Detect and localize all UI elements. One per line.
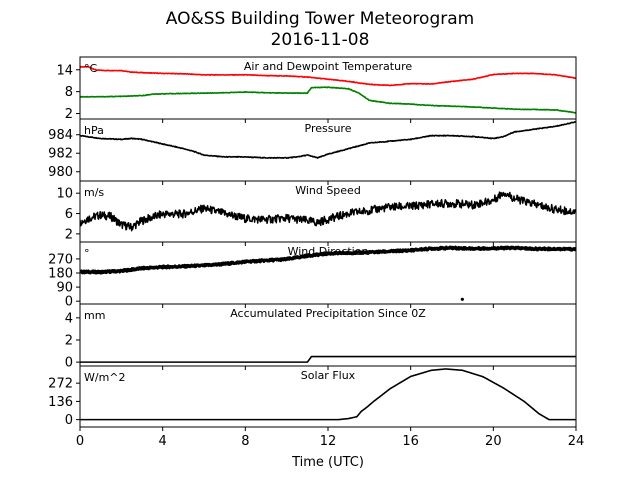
panel-6: 0 136 272 Solar Flux W/m^2: [48, 365, 577, 431]
y-tick-label: 136: [48, 395, 73, 410]
x-tick-label: 4: [159, 434, 167, 449]
y-tick-label: 90: [56, 281, 73, 296]
x-tick-label: 20: [485, 434, 502, 449]
panel-title: Solar Flux: [301, 369, 356, 382]
panel-unit-label: hPa: [84, 124, 104, 137]
x-tick-label: 24: [568, 434, 585, 449]
x-tick-label: 12: [320, 434, 337, 449]
panel-5: 0 2 4 Accumulated Precipitation Since 0Z mm: [65, 303, 577, 371]
panel-title: Wind Direction: [288, 245, 369, 258]
y-tick-label: 4: [65, 311, 73, 326]
figure-date: 2016-11-08: [271, 30, 370, 50]
series-line-6-1: [80, 368, 576, 421]
y-tick-label: 272: [48, 377, 73, 392]
y-tick-label: 0: [65, 356, 73, 371]
y-tick-label: 0: [65, 413, 73, 428]
y-tick-label: 10: [56, 187, 73, 202]
x-tick-label: 8: [241, 434, 249, 449]
panel-unit-label: °: [84, 247, 90, 260]
y-tick-label: 180: [48, 267, 73, 282]
y-tick-label: 270: [48, 252, 73, 267]
panel-title: Air and Dewpoint Temperature: [244, 60, 412, 73]
panels: 2 8 14 Air and Dewpoint Temperature °C 980 982…: [48, 56, 577, 431]
x-axis: 0 4 8 12 16 20 24: [76, 434, 584, 449]
panel-3: 2 6 10 Wind Speed m/s: [56, 180, 577, 246]
y-tick-label: 8: [65, 85, 73, 100]
panel-unit-label: mm: [84, 309, 105, 322]
series-line-3-1: [80, 191, 576, 232]
y-tick-label: 2: [65, 107, 73, 122]
series-line-1-1: [80, 65, 576, 87]
wind-direction-outlier-point: [460, 297, 464, 301]
y-tick-label: 980: [48, 165, 73, 180]
panel-unit-label: °C: [84, 62, 98, 75]
panel-2: 980 982 984 Pressure hPa: [48, 118, 577, 185]
series-line-5-1: [80, 355, 576, 363]
panel-unit-label: m/s: [84, 186, 104, 199]
panel-1: 2 8 14 Air and Dewpoint Temperature °C: [56, 56, 577, 123]
y-tick-label: 0: [65, 295, 73, 310]
series-line-4-1: [80, 245, 576, 275]
panel-title: Accumulated Precipitation Since 0Z: [230, 307, 426, 320]
x-tick-label: 0: [76, 434, 84, 449]
y-tick-label: 14: [56, 63, 73, 78]
y-tick-label: 982: [48, 147, 73, 162]
y-tick-label: 984: [48, 128, 73, 143]
series-line-1-2: [80, 86, 576, 114]
panel-unit-label: W/m^2: [84, 371, 126, 384]
y-tick-label: 2: [65, 333, 73, 348]
series-line-2-1: [80, 121, 576, 160]
x-axis-label: Time (UTC): [291, 455, 364, 470]
panel-title: Pressure: [305, 122, 352, 135]
y-tick-label: 2: [65, 227, 73, 242]
figure-title: AO&SS Building Tower Meteorogram: [166, 9, 474, 29]
y-tick-label: 6: [65, 207, 73, 222]
x-tick-label: 16: [402, 434, 419, 449]
panel-title: Wind Speed: [295, 184, 361, 197]
